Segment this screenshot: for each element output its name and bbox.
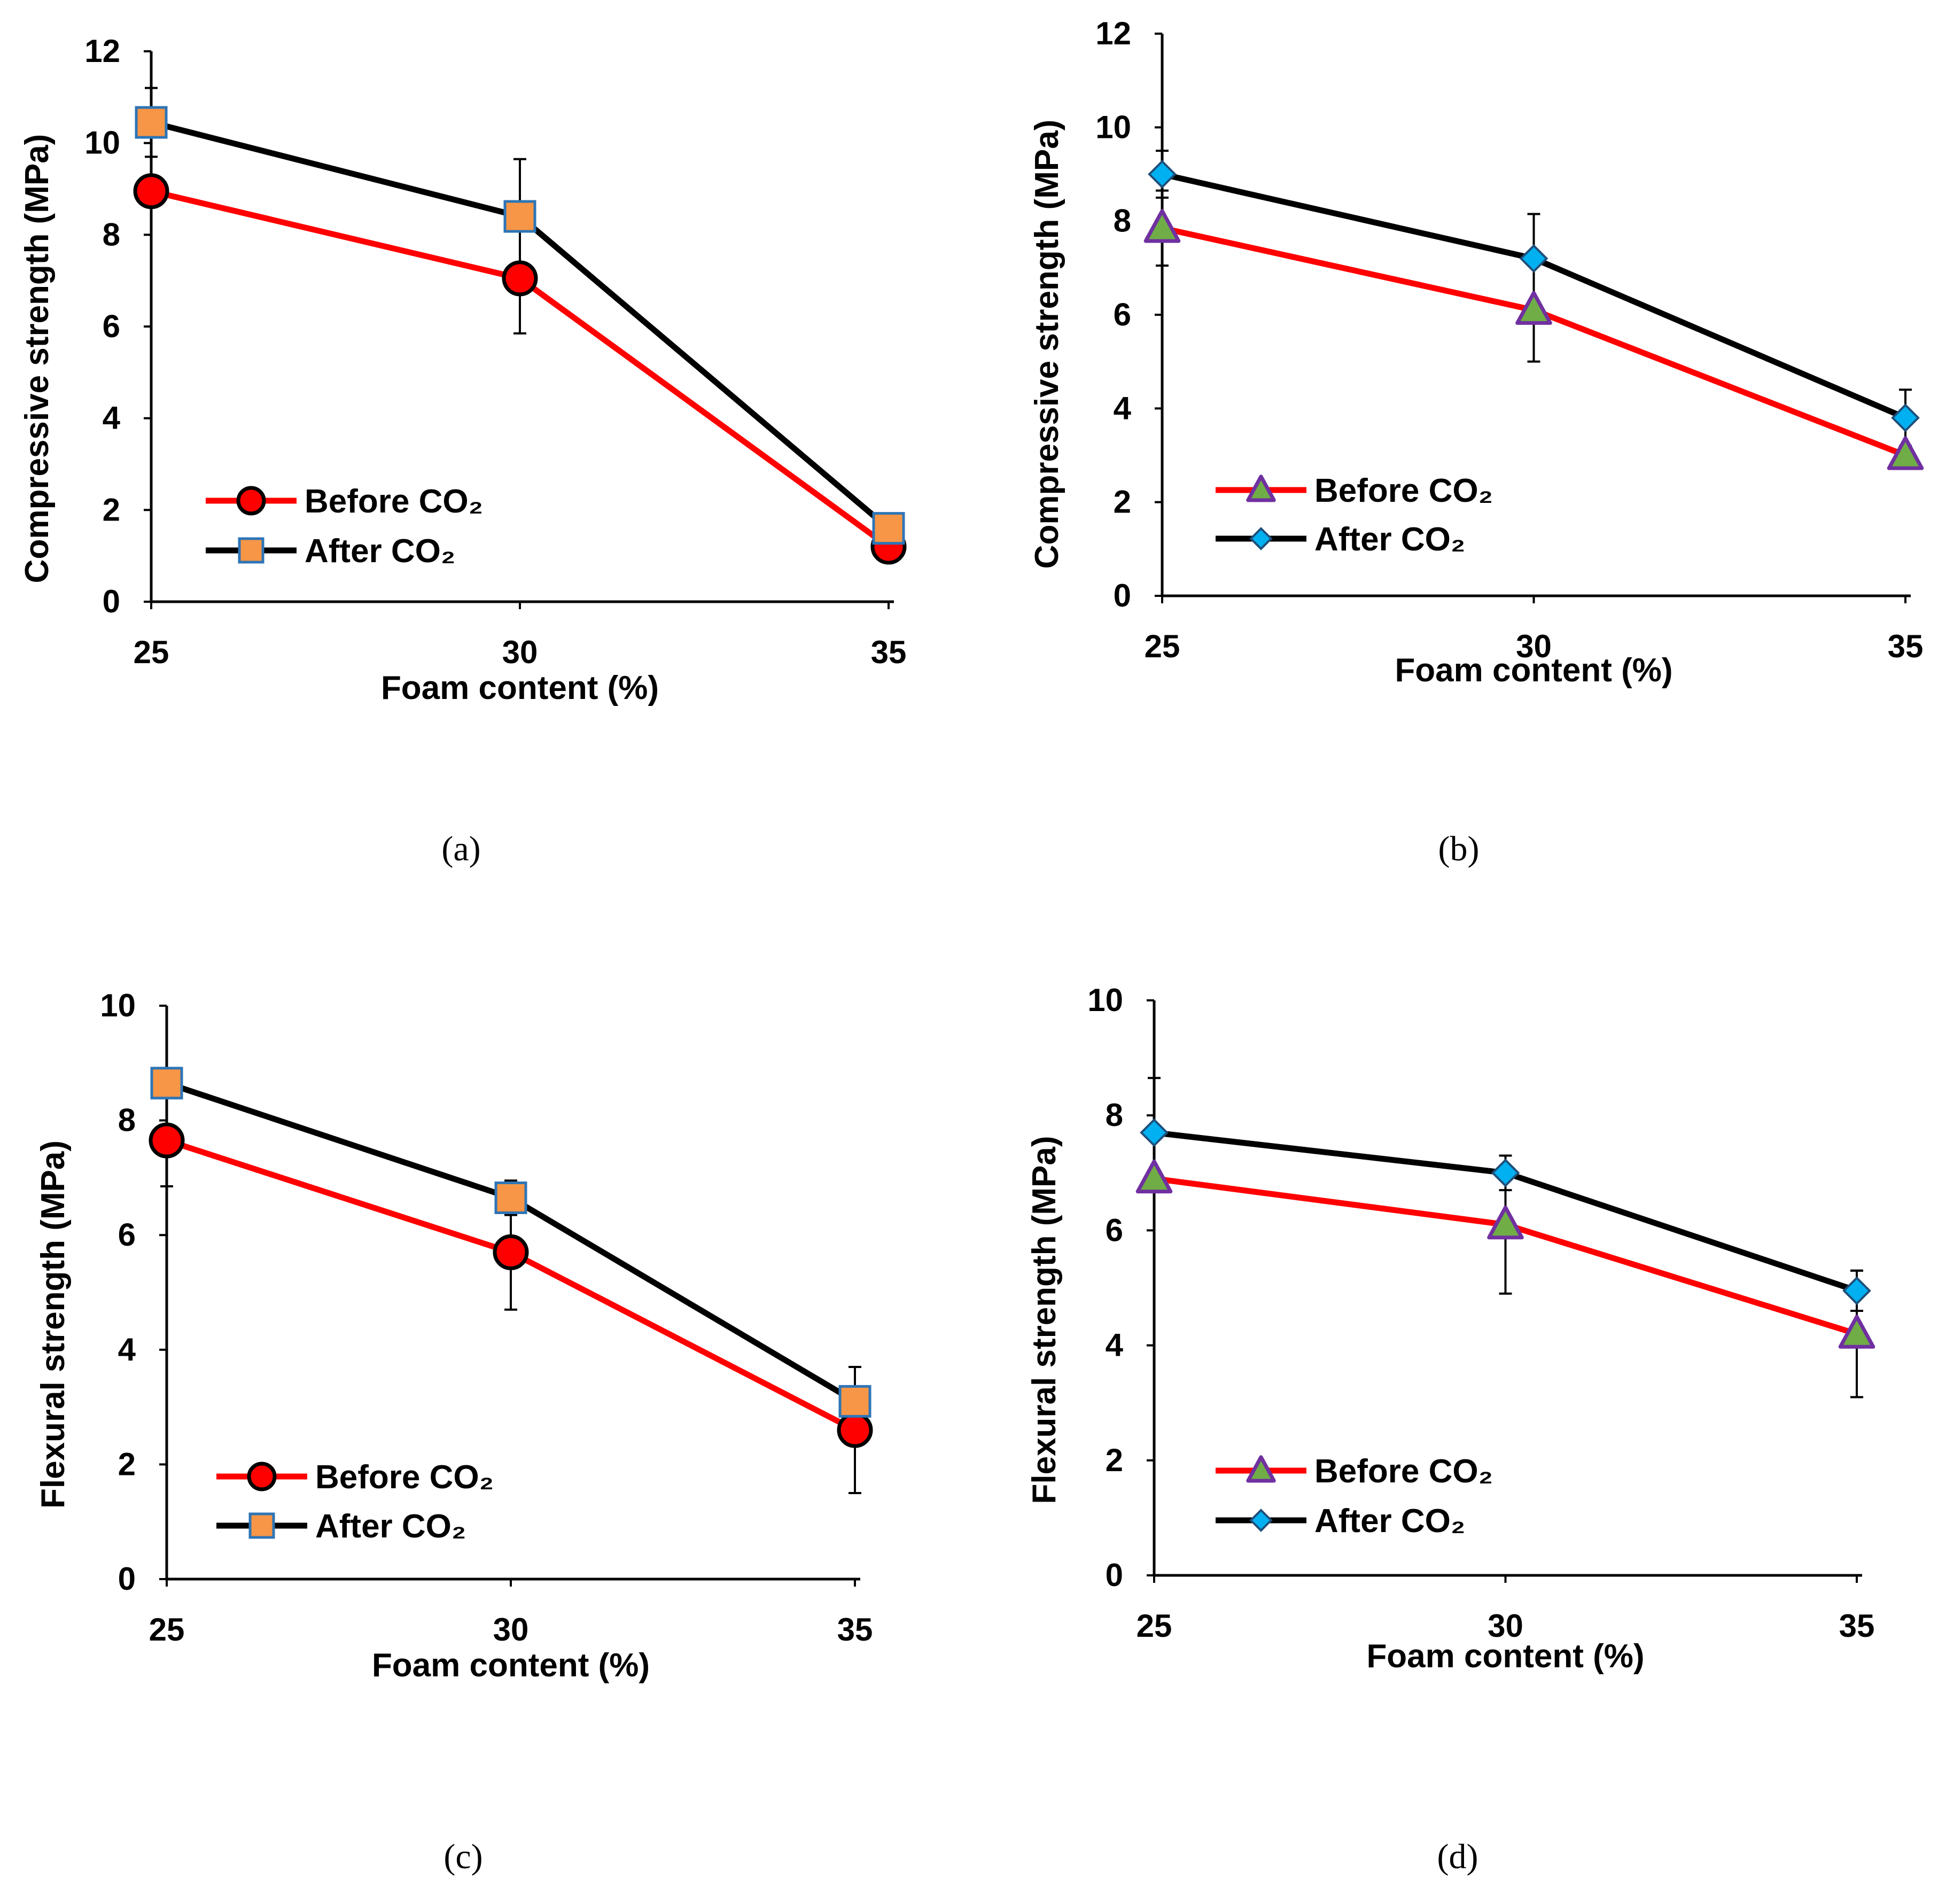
- x-tick-label: 30: [493, 1612, 529, 1647]
- data-point-after: [1842, 1276, 1871, 1305]
- y-tick-label: 8: [1114, 203, 1131, 239]
- data-point-before: [1487, 1205, 1524, 1240]
- data-point-after: [135, 106, 168, 139]
- x-tick-label: 35: [871, 634, 907, 670]
- data-point-after: [1148, 160, 1177, 189]
- x-axis-title: Foam content (%): [372, 1647, 650, 1684]
- y-tick-label: 8: [1106, 1097, 1123, 1133]
- panel-caption: (c): [443, 1837, 482, 1876]
- data-point-before: [1515, 291, 1552, 325]
- legend-marker-diamond: [1249, 1509, 1273, 1532]
- y-tick-label: 4: [118, 1332, 136, 1367]
- y-tick-label: 10: [100, 988, 136, 1023]
- y-tick-label: 2: [103, 492, 120, 527]
- y-tick-label: 10: [84, 125, 120, 161]
- x-axis-title: Foam content (%): [1366, 1638, 1644, 1675]
- chart-panel-a: 0 2 4 6 8 10 12 25 30 35 Foam content (%) Compressi…: [19, 33, 907, 868]
- panel-caption: (b): [1438, 829, 1480, 868]
- x-tick-label: 35: [1839, 1608, 1875, 1644]
- legend-marker-circle: [247, 1462, 277, 1491]
- legend: Before CO₂ After CO₂: [1216, 1453, 1493, 1540]
- y-axis-title: Flexural strength (MPa): [1026, 1136, 1063, 1504]
- x-tick-label: 25: [149, 1612, 185, 1647]
- y-tick-label: 0: [118, 1561, 136, 1597]
- data-point-after: [1519, 244, 1548, 273]
- y-tick-label: 10: [1087, 982, 1123, 1018]
- y-tick-label: 6: [118, 1217, 136, 1253]
- data-point-after: [1140, 1118, 1169, 1147]
- x-tick-label: 30: [1488, 1608, 1523, 1644]
- data-point-before: [1887, 436, 1924, 470]
- chart-panel-b: 0 2 4 6 8 10 12 25 30 35 Foam content (%) Compressi…: [1029, 15, 1924, 868]
- y-tick-label: 2: [1114, 484, 1131, 520]
- data-point-before: [837, 1412, 873, 1448]
- data-point-after: [503, 200, 536, 233]
- x-tick-label: 35: [1888, 628, 1924, 664]
- panel-caption: (d): [1437, 1837, 1478, 1876]
- data-point-after: [872, 512, 905, 545]
- chart-panel-d: 0 2 4 6 8 10 25 30 35 Foam content (%) Flexural st…: [1026, 982, 1875, 1876]
- data-point-before: [1135, 1159, 1173, 1194]
- y-tick-label: 4: [1106, 1327, 1124, 1363]
- data-point-after: [838, 1385, 871, 1418]
- y-tick-label: 10: [1095, 109, 1131, 145]
- legend-label: Before CO₂: [1314, 472, 1493, 509]
- y-axis-title: Flexural strength (MPa): [35, 1140, 72, 1509]
- legend-marker-diamond: [1249, 527, 1273, 550]
- legend: Before CO₂ After CO₂: [1216, 472, 1493, 558]
- legend-label: Before CO₂: [315, 1459, 494, 1496]
- data-point-after: [1891, 403, 1920, 432]
- y-tick-label: 12: [1095, 15, 1131, 51]
- data-point-before: [502, 260, 538, 297]
- legend: Before CO₂ After CO₂: [206, 483, 483, 570]
- x-tick-label: 35: [837, 1612, 873, 1647]
- data-point-before: [493, 1234, 529, 1270]
- y-tick-label: 2: [118, 1446, 136, 1482]
- y-tick-label: 8: [103, 216, 120, 252]
- legend-label: After CO₂: [1314, 521, 1465, 558]
- x-tick-label: 25: [1145, 628, 1180, 664]
- data-point-before: [133, 173, 169, 209]
- y-tick-label: 6: [1106, 1212, 1123, 1248]
- data-point-before: [1838, 1315, 1875, 1349]
- data-point-after: [1491, 1158, 1520, 1187]
- legend-label: After CO₂: [305, 533, 455, 570]
- data-point-after: [150, 1067, 183, 1100]
- legend-marker-circle: [236, 486, 266, 516]
- panel-caption: (a): [441, 829, 480, 868]
- y-axis-title: Compressive strength (MPa): [19, 134, 56, 584]
- y-tick-label: 2: [1106, 1442, 1123, 1478]
- x-tick-label: 30: [502, 634, 538, 670]
- legend-marker-square: [238, 537, 264, 564]
- legend-label: After CO₂: [315, 1508, 466, 1545]
- y-tick-label: 0: [1114, 578, 1131, 613]
- y-tick-label: 6: [103, 308, 120, 344]
- data-point-after: [494, 1181, 527, 1214]
- y-tick-label: 4: [1114, 390, 1132, 426]
- legend-label: Before CO₂: [1314, 1453, 1493, 1490]
- legend-marker-triangle: [1246, 475, 1276, 502]
- x-axis-title: Foam content (%): [381, 670, 659, 706]
- legend-marker-square: [248, 1512, 275, 1539]
- legend-marker-triangle: [1246, 1455, 1276, 1483]
- chart-panel-c: 0 2 4 6 8 10 25 30 35 Foam content (%) Flexural st…: [35, 988, 873, 1876]
- y-tick-label: 0: [1106, 1557, 1123, 1593]
- y-tick-label: 12: [84, 33, 120, 69]
- legend-label: Before CO₂: [305, 483, 483, 520]
- x-tick-label: 25: [134, 634, 169, 670]
- y-axis-title: Compressive strength (MPa): [1029, 120, 1065, 569]
- y-tick-label: 6: [1114, 297, 1131, 332]
- legend: Before CO₂ After CO₂: [216, 1459, 494, 1545]
- data-point-before: [1143, 209, 1181, 243]
- y-tick-label: 0: [103, 584, 120, 619]
- x-tick-label: 25: [1137, 1608, 1172, 1644]
- x-axis-title: Foam content (%): [1395, 652, 1672, 689]
- legend-label: After CO₂: [1314, 1503, 1465, 1540]
- data-point-before: [149, 1122, 185, 1159]
- y-tick-label: 4: [103, 400, 121, 436]
- x-tick-label: 30: [1516, 628, 1552, 664]
- y-tick-label: 8: [118, 1102, 136, 1138]
